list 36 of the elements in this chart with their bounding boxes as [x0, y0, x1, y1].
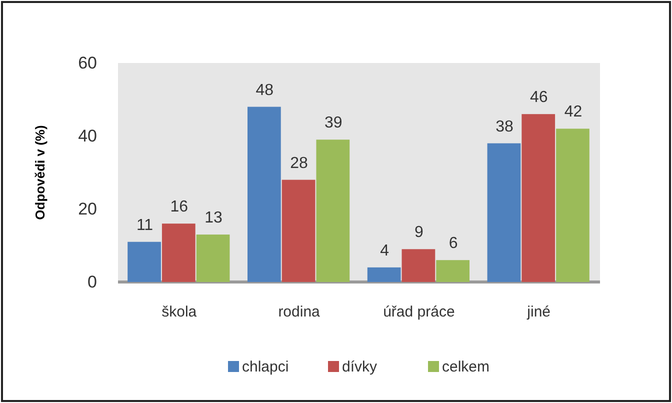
legend-label: chlapci [242, 358, 289, 376]
x-tick-label: úřad práce [383, 304, 455, 320]
data-label: 4 [380, 242, 390, 260]
legend-label: celkem [442, 358, 490, 376]
data-label: 39 [324, 114, 342, 132]
x-tick-label: škola [162, 304, 198, 320]
data-label: 16 [170, 198, 188, 216]
y-tick-label: 40 [78, 126, 97, 146]
y-axis-title: Odpovědi v (%) [32, 125, 48, 220]
bar [436, 260, 470, 282]
bar [247, 106, 281, 282]
data-label: 38 [496, 118, 514, 136]
bar [487, 143, 521, 282]
bar [522, 114, 556, 282]
bar [402, 249, 436, 282]
data-label: 9 [414, 224, 424, 242]
data-label: 6 [448, 235, 458, 252]
bar [128, 242, 161, 282]
data-label: 11 [136, 216, 154, 234]
y-tick-label: 60 [78, 54, 97, 72]
x-tick-label: jiné [526, 304, 551, 320]
data-label: 42 [564, 104, 582, 121]
bar [316, 140, 350, 282]
bar [196, 234, 230, 282]
y-tick-label: 20 [78, 200, 97, 218]
data-label: 48 [256, 82, 274, 99]
bar [282, 180, 316, 282]
data-label: 28 [290, 154, 308, 172]
legend-label: dívky [342, 358, 378, 376]
bar [556, 128, 590, 282]
x-tick-label: rodina [278, 304, 321, 320]
y-tick-label: 0 [88, 272, 97, 292]
bar [367, 267, 401, 282]
data-label: 13 [204, 210, 223, 227]
bar [162, 224, 196, 282]
data-label: 46 [530, 89, 548, 106]
